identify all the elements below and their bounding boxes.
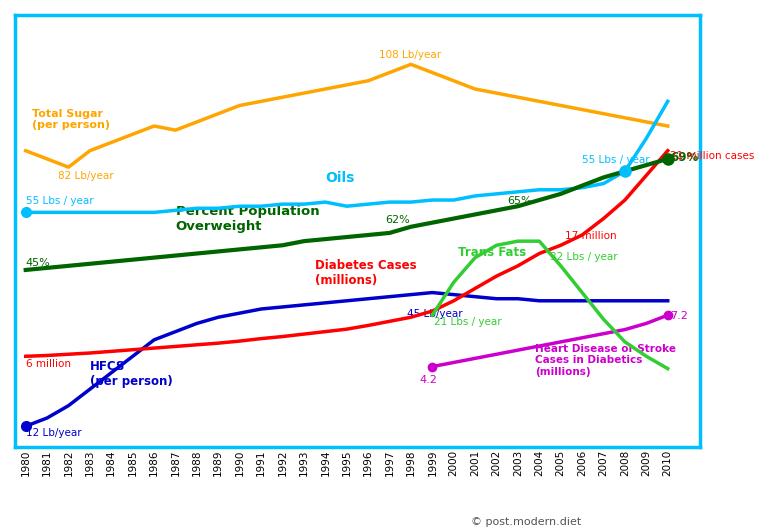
Text: 82 Lb/year: 82 Lb/year bbox=[58, 171, 114, 181]
Text: 6 million: 6 million bbox=[26, 359, 70, 369]
Text: 55 Lbs / year: 55 Lbs / year bbox=[26, 196, 94, 206]
Text: 55 Lbs / year: 55 Lbs / year bbox=[582, 155, 650, 165]
Text: © post.modern.diet: © post.modern.diet bbox=[471, 517, 581, 527]
Text: 62%: 62% bbox=[385, 215, 410, 224]
Text: 21 million cases: 21 million cases bbox=[670, 151, 754, 161]
Text: Diabetes Cases
(millions): Diabetes Cases (millions) bbox=[315, 259, 416, 287]
Text: 45 Lb/year: 45 Lb/year bbox=[407, 309, 462, 319]
Text: 4.2: 4.2 bbox=[420, 375, 438, 385]
Text: 45%: 45% bbox=[26, 258, 50, 268]
Text: 32 Lbs / year: 32 Lbs / year bbox=[550, 252, 618, 262]
Text: 17 million: 17 million bbox=[565, 231, 617, 241]
Text: 21 Lbs / year: 21 Lbs / year bbox=[434, 317, 502, 327]
Text: Oils: Oils bbox=[325, 171, 355, 185]
Text: Total Sugar
(per person): Total Sugar (per person) bbox=[32, 109, 110, 130]
Text: 65%: 65% bbox=[507, 196, 532, 206]
Text: 7.2: 7.2 bbox=[670, 312, 688, 322]
Text: 69%: 69% bbox=[670, 151, 698, 164]
Text: 12 Lb/year: 12 Lb/year bbox=[26, 429, 81, 438]
Text: 108 Lb/year: 108 Lb/year bbox=[379, 50, 441, 60]
Text: Heart Disease or Stroke
Cases in Diabetics
(millions): Heart Disease or Stroke Cases in Diabeti… bbox=[535, 344, 676, 377]
Text: Trans Fats: Trans Fats bbox=[458, 246, 526, 259]
Text: Percent Population
Overweight: Percent Population Overweight bbox=[175, 204, 319, 232]
Text: HFCS
(per person): HFCS (per person) bbox=[90, 360, 172, 388]
